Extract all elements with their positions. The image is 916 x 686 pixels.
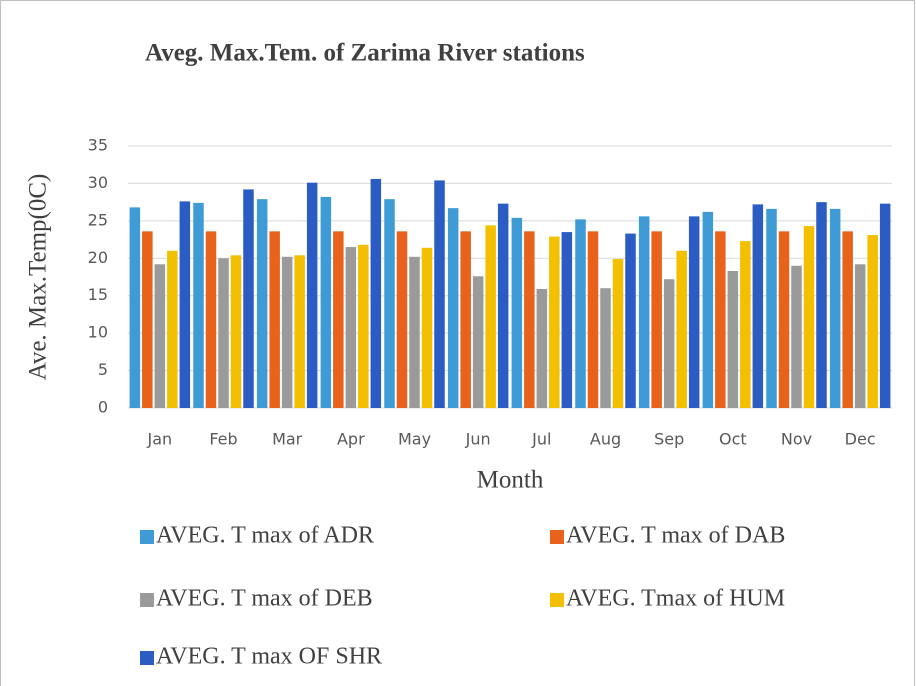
bar — [536, 288, 548, 408]
bar — [766, 208, 777, 408]
bar — [384, 199, 395, 408]
bar — [740, 241, 751, 408]
bar — [575, 219, 586, 408]
bar — [294, 255, 305, 408]
legend-label: AVEG. T max OF SHR — [156, 644, 382, 670]
bar — [154, 264, 166, 408]
bar — [549, 236, 560, 408]
bar — [409, 256, 420, 408]
bar — [561, 232, 573, 408]
legend-swatch — [550, 593, 564, 607]
x-tick-label: Jun — [465, 430, 491, 449]
bar — [230, 255, 242, 408]
bar — [179, 201, 191, 408]
bar — [269, 231, 280, 408]
bar — [497, 203, 509, 408]
y-tick-label: 20 — [88, 248, 108, 267]
legend-swatch — [140, 651, 154, 665]
bar — [218, 258, 229, 408]
bar — [320, 196, 332, 408]
bar — [651, 231, 662, 408]
legend-swatch — [550, 530, 564, 544]
legend-label: AVEG. Tmax of HUM — [566, 586, 785, 612]
bar — [205, 231, 217, 408]
bar — [829, 208, 841, 408]
bar — [421, 247, 433, 408]
bar — [511, 217, 523, 408]
bar — [142, 231, 153, 408]
bar — [638, 216, 650, 408]
x-tick-label: Sep — [654, 430, 684, 449]
bar — [676, 250, 687, 408]
y-tick-label: 35 — [88, 136, 108, 155]
bar — [281, 256, 293, 408]
bar — [727, 271, 739, 408]
bar — [702, 211, 714, 408]
x-tick-label: Aug — [590, 430, 621, 449]
bar — [600, 288, 611, 408]
chart-title: Aveg. Max.Tem. of Zarima River stations — [145, 40, 585, 67]
legend-swatch — [140, 530, 154, 544]
x-tick-label: Jul — [531, 430, 551, 449]
bar — [778, 231, 790, 408]
bar — [842, 231, 853, 408]
bar — [243, 189, 254, 408]
bar — [485, 225, 496, 408]
bar — [193, 202, 204, 408]
legend-label: AVEG. T max of ADR — [156, 523, 374, 549]
bar — [816, 202, 827, 408]
y-tick-label: 10 — [88, 323, 108, 342]
bar — [803, 226, 815, 408]
y-tick-label: 25 — [88, 210, 108, 229]
bar — [447, 208, 459, 408]
bar — [358, 244, 369, 408]
bar — [460, 231, 471, 408]
x-tick-label: Apr — [337, 430, 365, 449]
bar — [167, 250, 178, 408]
legend-label: AVEG. T max of DEB — [156, 586, 373, 612]
bar — [370, 178, 382, 408]
x-tick-label: Dec — [845, 430, 876, 449]
x-tick-label: Nov — [781, 430, 812, 449]
x-tick-label: May — [398, 430, 431, 449]
legend-swatch — [140, 593, 154, 607]
y-tick-label: 5 — [98, 360, 108, 379]
x-tick-label: Oct — [719, 430, 747, 449]
y-axis-label: Ave. Max.Temp(0C) — [25, 174, 52, 381]
bar — [524, 231, 535, 408]
bar — [715, 231, 726, 408]
x-axis-label: Month — [477, 467, 544, 494]
bar — [396, 231, 408, 408]
bar — [663, 279, 675, 408]
bar — [345, 247, 357, 408]
y-tick-label: 0 — [98, 398, 108, 417]
bar — [333, 231, 344, 408]
x-tick-label: Feb — [209, 430, 237, 449]
bar — [688, 216, 700, 408]
bar — [306, 182, 318, 408]
legend-label: AVEG. T max of DAB — [566, 523, 785, 549]
bar — [129, 207, 141, 408]
bar — [752, 204, 764, 408]
bar — [867, 235, 878, 408]
bar — [256, 199, 268, 408]
y-tick-label: 15 — [88, 285, 108, 304]
bar — [879, 203, 891, 408]
bar — [791, 265, 802, 408]
bar — [854, 264, 866, 408]
bar — [612, 259, 624, 408]
bar — [587, 231, 599, 408]
x-tick-label: Jan — [146, 430, 172, 449]
bar — [625, 233, 636, 408]
bar — [472, 276, 484, 408]
x-tick-label: Mar — [272, 430, 303, 449]
y-tick-label: 30 — [88, 173, 108, 192]
bar — [434, 180, 445, 408]
